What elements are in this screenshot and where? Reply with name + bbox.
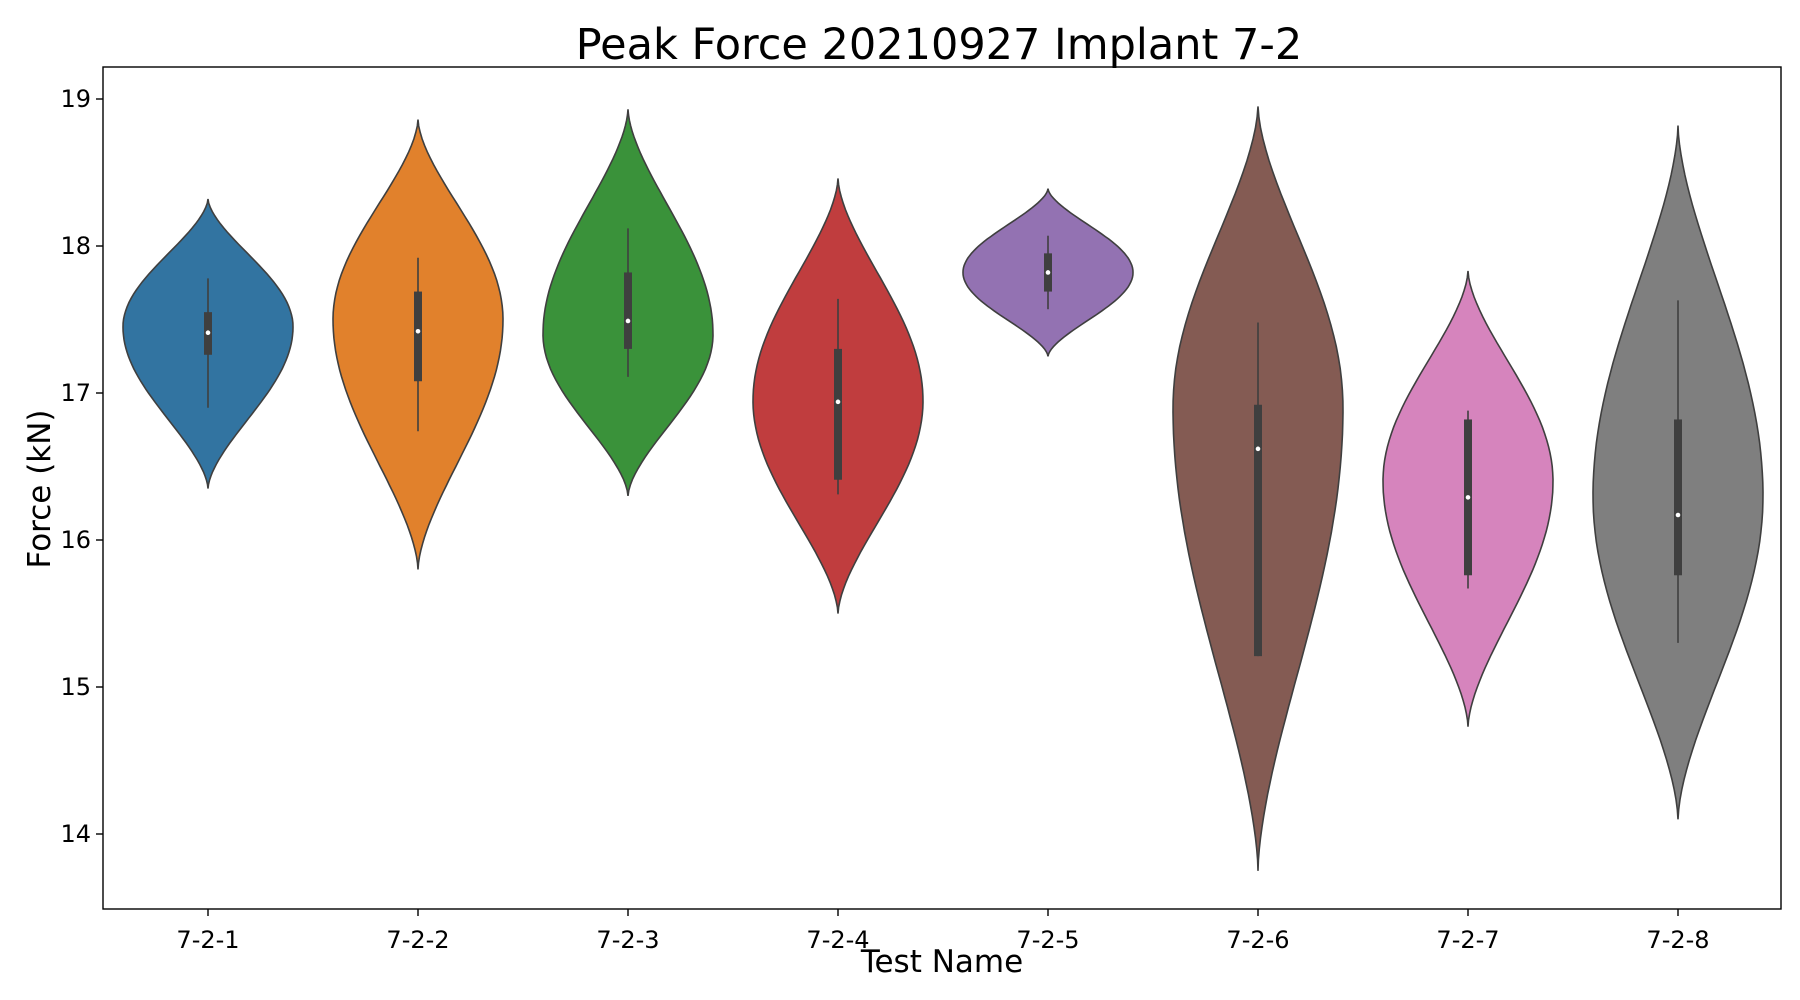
median-point-7-2-3: [625, 318, 631, 324]
x-tick-label: 7-2-2: [386, 926, 449, 954]
median-point-7-2-7: [1465, 495, 1471, 500]
x-axis: 7-2-1 7-2-2 7-2-3 7-2-4 7-2-5 7-2-6 7-2-7 7-2-8: [176, 909, 1710, 954]
iqr-box-7-2-3: [624, 272, 632, 349]
x-axis-label: Test Name: [860, 944, 1023, 980]
median-point-7-2-5: [1045, 270, 1051, 275]
x-tick-label: 7-2-3: [596, 926, 659, 954]
iqr-box-7-2-4: [834, 348, 842, 480]
y-axis: 14 15 16 17 18 19: [60, 85, 103, 848]
y-tick-label: 16: [60, 526, 91, 554]
median-point-7-2-1: [205, 330, 211, 336]
y-tick-label: 18: [60, 232, 91, 260]
plot-frame: [102, 66, 1782, 910]
iqr-box-7-2-2: [414, 291, 422, 382]
x-tick-label: 7-2-4: [806, 926, 869, 954]
iqr-box-7-2-8: [1674, 419, 1682, 576]
median-point-7-2-8: [1675, 512, 1681, 518]
y-tick-label: 14: [60, 820, 91, 848]
x-tick-label: 7-2-7: [1436, 926, 1499, 954]
y-tick-label: 17: [60, 379, 91, 407]
x-tick-label: 7-2-8: [1646, 926, 1709, 954]
chart-title: Peak Force 20210927 Implant 7-2: [576, 20, 1303, 70]
iqr-box-7-2-6: [1254, 404, 1262, 657]
y-tick-label: 15: [60, 673, 91, 701]
x-tick-label: 7-2-1: [176, 926, 239, 954]
violins-group: [122, 106, 1764, 871]
median-point-7-2-4: [835, 399, 841, 405]
median-point-7-2-2: [415, 328, 421, 334]
x-tick-label: 7-2-6: [1226, 926, 1289, 954]
y-axis-label: Force (kN): [22, 409, 58, 568]
median-point-7-2-6: [1255, 446, 1261, 452]
x-tick-label: 7-2-5: [1016, 926, 1079, 954]
y-tick-label: 19: [60, 85, 91, 113]
